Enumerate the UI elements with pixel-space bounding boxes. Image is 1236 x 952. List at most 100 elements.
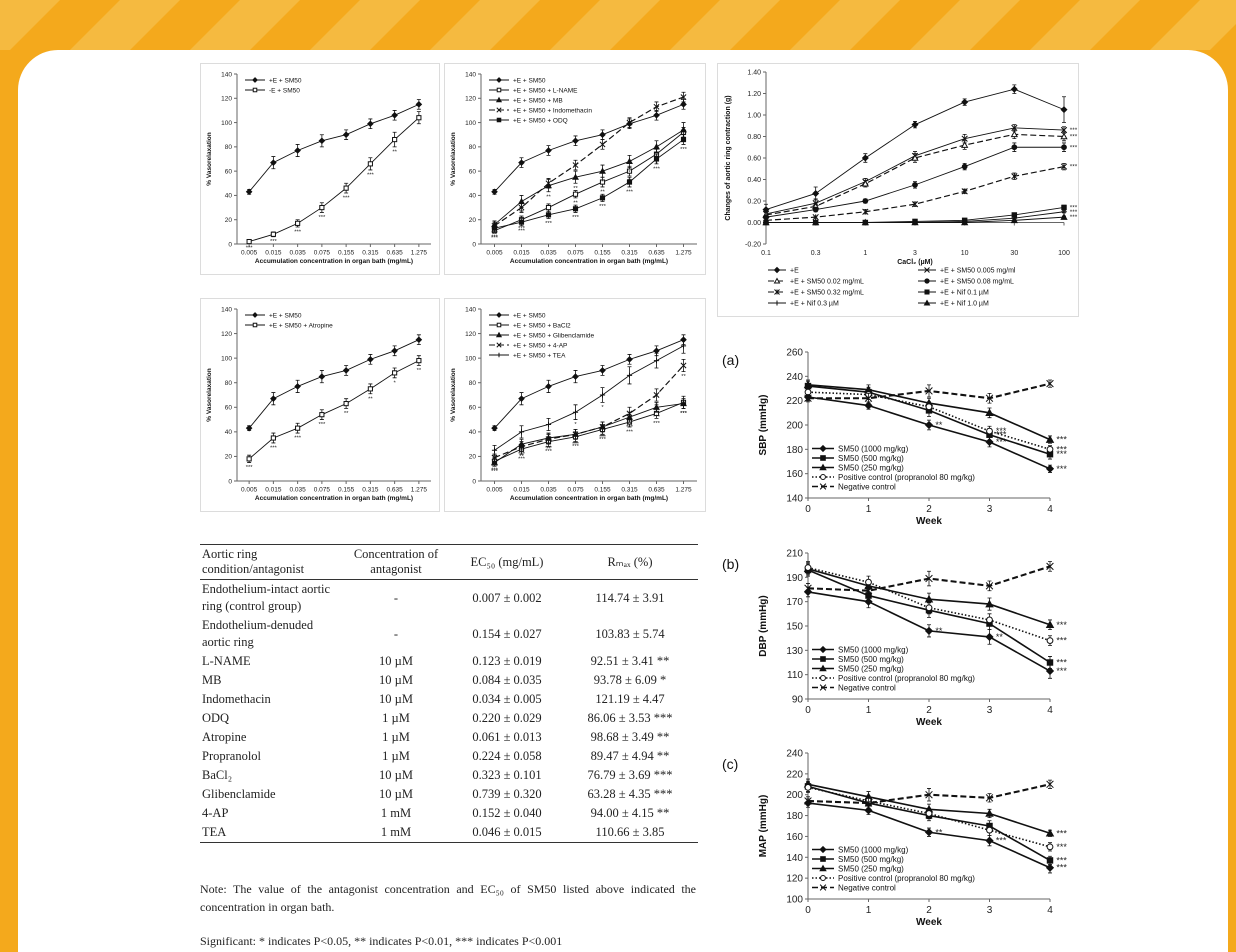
legend-label: -E + SM50 xyxy=(269,87,300,94)
x-tick-label: 3 xyxy=(987,705,993,716)
legend-marker xyxy=(496,352,502,358)
significance-mark: *** xyxy=(491,464,499,470)
data-point xyxy=(1010,216,1018,224)
cell-rmax: 93.78 ± 6.09 * xyxy=(593,673,667,687)
x-tick-label: 0.635 xyxy=(648,487,665,494)
cell-ec50: 0.123 ± 0.019 xyxy=(472,654,542,668)
y-axis-label: % Vasorelaxation xyxy=(450,368,457,421)
series-line xyxy=(765,166,1065,221)
y-tick-label: 90 xyxy=(792,695,804,706)
y-tick-label: 0 xyxy=(228,478,232,485)
data-point xyxy=(924,828,934,837)
series-line xyxy=(494,96,684,227)
data-point xyxy=(545,421,552,428)
data-point xyxy=(518,429,525,435)
legend-item: SM50 (500 mg/kg) xyxy=(812,454,904,463)
data-point xyxy=(367,120,374,128)
data-point xyxy=(961,141,969,148)
series-5: ************************ xyxy=(491,134,688,240)
table-row: L-NAME 10 µM 0.123 ± 0.019 92.51 ± 3.41 ** xyxy=(200,652,698,671)
significance-mark: * xyxy=(628,170,631,176)
y-tick-label: 0.00 xyxy=(747,220,761,227)
chart-svg: 0 20 40 60 80 100 120 140 0.005 0.015 0.035 0.075 0.… xyxy=(450,71,697,265)
series-1: ******* xyxy=(803,586,1067,679)
data-point xyxy=(391,347,398,355)
data-point xyxy=(680,399,687,407)
significance-mark: * xyxy=(574,422,577,428)
legend-item: +E + SM50 0.005 mg/ml xyxy=(918,267,1016,274)
legend-marker xyxy=(819,483,827,490)
cell-rmax: 121.19 ± 4.47 xyxy=(595,692,665,706)
cell-condition: ODQ xyxy=(202,711,230,725)
significance-mark: *** xyxy=(1056,828,1067,838)
significance-mark: *** xyxy=(491,231,499,237)
panel-label-c: (c) xyxy=(722,756,739,772)
y-tick-label: 150 xyxy=(786,622,803,633)
data-point xyxy=(653,103,660,110)
data-point xyxy=(961,163,968,170)
cell-concentration: 10 µM xyxy=(379,673,413,687)
y-tick-label: 140 xyxy=(465,306,476,313)
legend-item: +E + SM50 + BaCl2 xyxy=(489,322,571,329)
y-tick-label: 60 xyxy=(469,168,477,175)
significance-mark: *** xyxy=(626,425,634,431)
x-tick-label: 1.275 xyxy=(411,487,428,494)
significance-mark: *** xyxy=(1070,214,1078,221)
x-tick-label: 0.015 xyxy=(513,250,530,257)
y-tick-label: 20 xyxy=(225,454,233,461)
series-line xyxy=(248,117,420,243)
cell-ec50: 0.046 ± 0.015 xyxy=(472,825,542,839)
significance-mark: ** xyxy=(519,210,524,216)
data-point xyxy=(911,121,919,129)
data-point xyxy=(319,412,325,418)
chart-sbp: 140 160 180 200 220 240 260 0 1 2 3 4 Week SBP (mmHg)… xyxy=(750,342,1080,538)
data-point xyxy=(653,403,660,410)
data-point xyxy=(925,574,933,583)
significance-mark: ** xyxy=(546,447,551,453)
significance-mark: *** xyxy=(343,196,351,202)
table-row: TEA 1 mM 0.046 ± 0.015 110.66 ± 3.85 xyxy=(200,823,698,843)
cell-ec50: 0.323 ± 0.101 xyxy=(472,768,542,782)
significance-mark: *** xyxy=(518,456,526,462)
x-tick-label: 0.035 xyxy=(289,250,306,257)
chart-map: 100 120 140 160 180 200 220 240 0 1 2 3 4 Week MAP (mm… xyxy=(750,743,1080,935)
significance-mark: *** xyxy=(599,434,607,440)
legend-item: Negative control xyxy=(812,883,896,892)
significance-mark: ** xyxy=(417,368,422,374)
significance-mark: *** xyxy=(270,445,278,451)
data-point xyxy=(680,126,687,133)
series-3: *** xyxy=(803,562,1067,631)
data-point xyxy=(680,94,687,101)
data-point xyxy=(626,168,633,174)
y-tick-label: 80 xyxy=(469,144,477,151)
cell-ec50: 0.739 ± 0.320 xyxy=(472,787,542,801)
data-point xyxy=(961,218,969,226)
y-tick-label: 80 xyxy=(469,380,477,387)
significance-mark: *** xyxy=(518,228,526,234)
significance-mark: * xyxy=(601,180,604,186)
y-tick-label: 40 xyxy=(225,193,233,200)
significance-mark: *** xyxy=(491,234,499,240)
series-line xyxy=(494,103,684,193)
data-point xyxy=(294,147,301,154)
data-point xyxy=(804,797,812,805)
x-tick-label: 0 xyxy=(805,905,811,916)
x-tick-label: 0.635 xyxy=(386,250,403,257)
cell-concentration: 10 µM xyxy=(379,654,413,668)
series-1 xyxy=(245,99,423,196)
data-point xyxy=(491,458,498,466)
data-point xyxy=(1045,620,1055,629)
data-point xyxy=(653,347,660,355)
y-tick-label: 20 xyxy=(469,454,477,461)
data-point xyxy=(599,423,606,430)
legend-marker xyxy=(496,107,502,113)
significance-mark: * xyxy=(393,380,396,386)
series-1 xyxy=(491,334,687,432)
x-tick-label: 0.315 xyxy=(621,250,638,257)
data-point xyxy=(342,367,350,374)
significance-mark: ** xyxy=(492,458,497,464)
legend-marker xyxy=(773,277,781,284)
chart-endothelium: 0 20 40 60 80 100 120 140 0.005 0.015 0.035 0.075 0.… xyxy=(200,63,440,275)
legend-marker xyxy=(496,87,502,93)
data-point xyxy=(245,424,253,432)
